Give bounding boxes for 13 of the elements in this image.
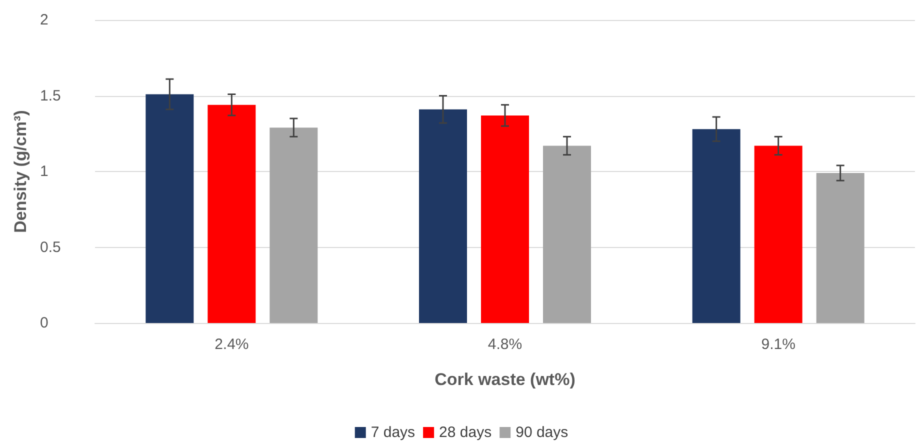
y-axis-title: Density (g/cm³) bbox=[11, 110, 30, 233]
x-axis-title: Cork waste (wt%) bbox=[434, 370, 576, 389]
legend-label: 28 days bbox=[439, 424, 492, 441]
legend-label: 7 days bbox=[370, 424, 416, 441]
y-tick-label: 1.5 bbox=[40, 87, 61, 104]
y-tick-label: 0 bbox=[40, 314, 48, 332]
x-tick-label: 2.4% bbox=[214, 336, 249, 353]
x-tick-label: 4.8% bbox=[488, 336, 522, 353]
y-tick-label: 0.5 bbox=[40, 238, 61, 256]
y-tick-label: 1 bbox=[40, 163, 48, 180]
legend-label: 90 days bbox=[516, 424, 568, 441]
x-tick-label: 9.1% bbox=[761, 336, 796, 353]
y-tick-label: 2 bbox=[40, 12, 48, 28]
